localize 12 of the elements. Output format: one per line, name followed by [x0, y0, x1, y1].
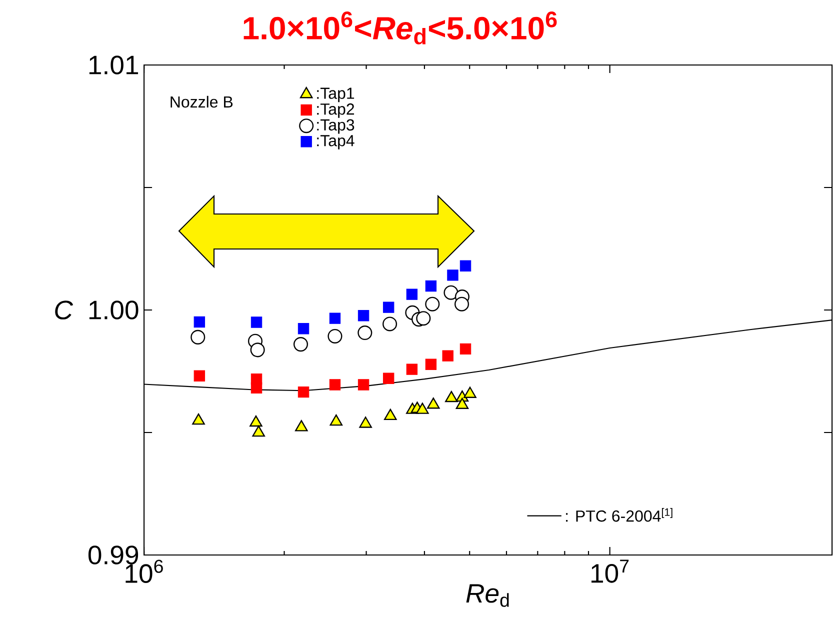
- y-tick-label: 1.00: [89, 300, 138, 320]
- legend-label: :Tap2: [317, 103, 354, 118]
- y-tick-label: 1.01: [89, 56, 138, 74]
- legend-label: :Tap4: [317, 135, 354, 150]
- legend-label: :Tap1: [317, 88, 354, 102]
- x-axis-title: Re$_{d}$: [466, 584, 509, 607]
- chart-title: 1.0×10$^{6}$<Re$_{d}$<5.0×10$^{6}$: [244, 12, 557, 44]
- y-axis-title: C: [55, 300, 74, 320]
- x-tick-label: 10$^{7}$: [591, 560, 629, 583]
- legend-label: : PTC 6-2004$^{[1]}$: [566, 508, 672, 522]
- legend-label: :Tap3: [317, 119, 354, 134]
- legend-title: Nozzle B: [170, 96, 233, 108]
